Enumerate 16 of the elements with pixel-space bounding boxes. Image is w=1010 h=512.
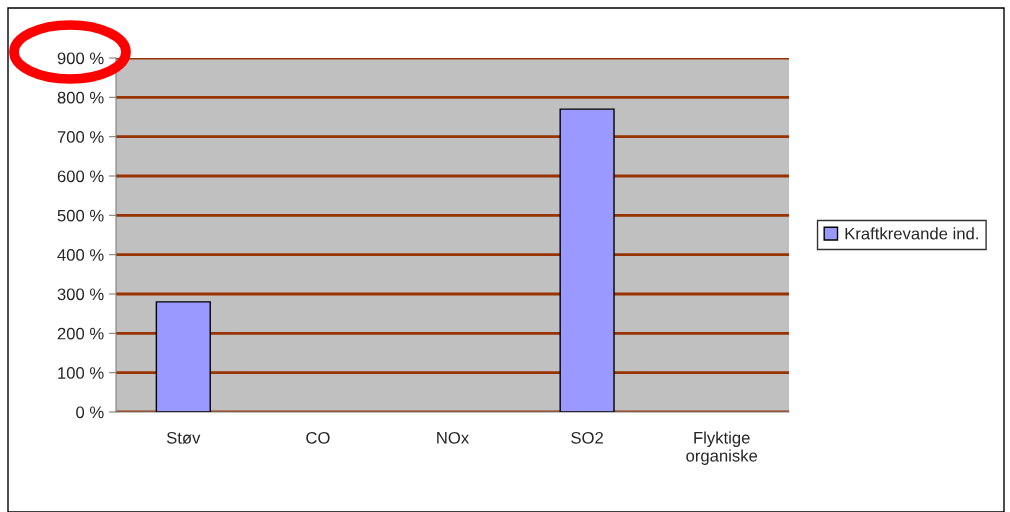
y-tick-label: 800 %	[57, 91, 104, 104]
y-tick-label: 200 %	[57, 327, 104, 340]
y-tick-label: 0 %	[76, 406, 104, 419]
x-tick-label: SO2	[571, 431, 603, 444]
x-tick-label: NOx	[437, 431, 469, 444]
y-tick-label: 300 %	[57, 288, 104, 301]
y-tick-label: 100 %	[58, 367, 104, 379]
legend-label: Kraftkrevande ind.	[845, 227, 978, 240]
y-tick-label: 900 %	[57, 52, 104, 65]
y-tick-label: 400 %	[57, 249, 104, 261]
y-tick-label: 700 %	[57, 131, 104, 143]
x-tick-label: CO	[306, 431, 330, 444]
y-tick-label: 500 %	[57, 209, 104, 222]
y-tick-label: 600 %	[57, 170, 104, 183]
x-tick-label: Flyktige organiske	[686, 431, 758, 465]
x-tick-label: Støv	[166, 431, 201, 444]
